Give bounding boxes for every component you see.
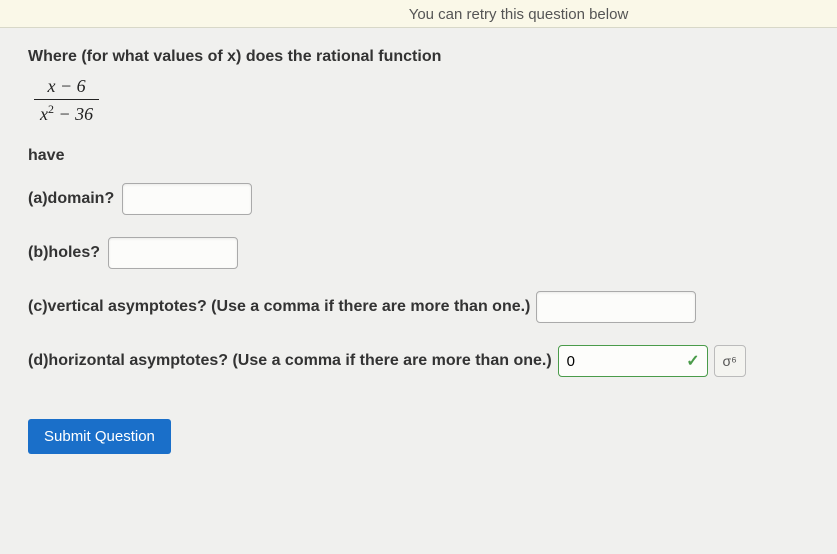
sigma-icon: σ⁶ xyxy=(722,353,736,369)
part-d-label: (d)horizontal asymptotes? (Use a comma i… xyxy=(28,352,552,370)
formula-editor-button[interactable]: σ⁶ xyxy=(714,345,746,377)
have-text: have xyxy=(28,147,809,165)
question-content: Where (for what values of x) does the ra… xyxy=(0,28,837,454)
numerator: x − 6 xyxy=(34,76,99,99)
rational-expression: x − 6 x2 − 36 xyxy=(34,76,99,125)
horizontal-asymptotes-input[interactable] xyxy=(558,345,708,377)
holes-input[interactable] xyxy=(108,237,238,269)
submit-button[interactable]: Submit Question xyxy=(28,419,171,454)
denominator: x2 − 36 xyxy=(34,99,99,125)
vertical-asymptotes-input[interactable] xyxy=(536,291,696,323)
part-c-label: (c)vertical asymptotes? (Use a comma if … xyxy=(28,298,530,316)
part-a-label: (a)domain? xyxy=(28,190,114,208)
retry-text: You can retry this question below xyxy=(409,6,629,23)
domain-input[interactable] xyxy=(122,183,252,215)
part-b-label: (b)holes? xyxy=(28,244,100,262)
part-b: (b)holes? xyxy=(28,237,809,269)
part-a: (a)domain? xyxy=(28,183,809,215)
retry-banner: You can retry this question below xyxy=(0,0,837,28)
part-d: (d)horizontal asymptotes? (Use a comma i… xyxy=(28,345,809,377)
part-c: (c)vertical asymptotes? (Use a comma if … xyxy=(28,291,809,323)
horizontal-asymptotes-wrap: ✓ xyxy=(558,345,708,377)
question-intro: Where (for what values of x) does the ra… xyxy=(28,48,809,66)
